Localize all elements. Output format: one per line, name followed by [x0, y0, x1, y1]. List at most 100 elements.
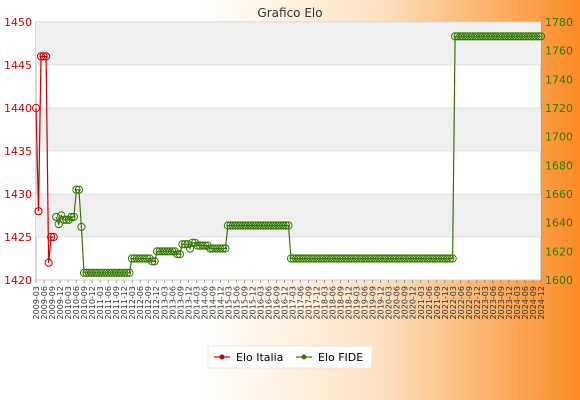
right-tick-label: 1760: [545, 45, 573, 58]
data-point: [57, 211, 66, 220]
right-tick-label: 1680: [545, 159, 573, 172]
right-tick-label: 1780: [545, 16, 573, 29]
x-tick-label: 2023-06: [489, 286, 498, 319]
grid-bands: [36, 22, 541, 237]
data-point: [170, 247, 179, 256]
data-point: [180, 240, 190, 249]
data-point: [36, 52, 46, 61]
x-tick-label: 2016-12: [280, 286, 289, 319]
data-point: [443, 254, 452, 263]
series-layer: [31, 32, 546, 277]
x-tick-label: 2012-12: [152, 286, 161, 319]
data-point: [221, 244, 230, 253]
legend-box: [207, 345, 373, 369]
data-point: [54, 220, 63, 229]
right-tick-label: 1620: [545, 245, 573, 258]
x-tick-label: 2010-12: [88, 286, 97, 319]
x-tick-label: 2024-09: [529, 286, 538, 319]
data-point: [175, 250, 185, 259]
data-point: [72, 185, 81, 194]
data-point: [183, 240, 192, 249]
x-tick-label: 2020-12: [409, 286, 418, 319]
grid-band: [36, 108, 541, 151]
data-point: [281, 221, 291, 230]
right-tick-label: 1640: [545, 217, 573, 230]
chart-title: Grafico Elo: [257, 6, 322, 20]
x-tick-label: 2022-12: [473, 286, 482, 319]
x-tick-label: 2023-09: [497, 286, 506, 319]
x-tick-label: 2010-06: [72, 286, 81, 319]
x-tick-label: 2020-03: [385, 286, 394, 319]
data-point: [31, 103, 41, 113]
data-point: [178, 240, 187, 249]
data-point: [216, 244, 225, 253]
x-tick-label: 2014-06: [200, 286, 209, 319]
x-tick-label: 2024-03: [513, 286, 522, 319]
x-tick-label: 2017-06: [297, 286, 306, 319]
x-tick-label: 2014-12: [216, 286, 225, 319]
x-tick-label: 2016-03: [256, 286, 265, 319]
right-tick-label: 1660: [545, 188, 573, 201]
data-point: [198, 241, 207, 250]
x-tick-label: 2023-12: [505, 286, 514, 319]
data-point: [188, 238, 197, 247]
data-point: [62, 215, 71, 224]
left-axis-ticks: 1420 1425 1430 1435 1440 1445 1450: [4, 16, 32, 287]
x-tick-label: 2009-06: [40, 286, 49, 319]
data-point: [125, 268, 134, 277]
x-tick-label: 2009-03: [32, 286, 41, 319]
x-tick-label: 2015-03: [224, 286, 233, 319]
x-tick-label: 2021-03: [417, 286, 426, 319]
x-tick-label: 2014-09: [208, 286, 217, 319]
data-point: [67, 212, 76, 222]
data-point: [534, 32, 543, 41]
data-point: [34, 207, 43, 216]
x-tick-label: 2017-09: [305, 286, 314, 319]
x-tick-label: 2011-03: [96, 286, 105, 319]
right-tick-label: 1700: [545, 131, 573, 144]
data-point: [148, 257, 157, 266]
x-tick-label: 2019-12: [377, 286, 386, 319]
x-tick-label: 2013-12: [184, 286, 193, 319]
x-tick-label: 2011-09: [112, 286, 121, 319]
x-tick-label: 2011-12: [120, 286, 129, 319]
x-axis-ticks: 2009-03 2009-06 2009-09 2009-12 2010-03 2010-…: [32, 280, 546, 319]
right-tick-label: 1720: [545, 102, 573, 115]
data-point: [201, 241, 210, 250]
data-point: [173, 250, 182, 259]
legend-swatch-marker: [301, 354, 307, 360]
legend-label: Elo FIDE: [318, 351, 363, 364]
data-point: [145, 254, 154, 263]
x-tick-label: 2022-03: [449, 286, 458, 319]
series-elo-italia: [31, 52, 58, 267]
data-point: [165, 247, 174, 256]
data-point: [49, 232, 58, 242]
data-point: [77, 222, 86, 232]
right-tick-label: 1600: [545, 274, 573, 287]
data-point: [122, 268, 132, 277]
data-point: [140, 254, 149, 263]
x-tick-label: 2016-06: [264, 286, 273, 319]
right-tick-label: 1740: [545, 73, 573, 86]
data-point: [42, 52, 51, 61]
x-tick-label: 2021-09: [433, 286, 442, 319]
x-tick-label: 2015-09: [240, 286, 249, 319]
x-tick-label: 2009-09: [48, 286, 57, 319]
x-tick-label: 2020-06: [393, 286, 402, 319]
data-point: [218, 244, 227, 253]
x-tick-label: 2017-03: [289, 286, 298, 319]
right-axis-ticks: 1600 1620 1640 1660 1680 1700 1720 1740 1760 1780: [545, 16, 573, 287]
data-point: [59, 215, 68, 224]
x-tick-label: 2009-12: [56, 286, 65, 319]
grid-lines: [36, 21, 541, 281]
series-elo-fide: [52, 32, 546, 277]
data-point: [44, 258, 53, 267]
x-tick-label: 2012-09: [144, 286, 153, 319]
data-point: [150, 257, 159, 266]
data-point: [74, 185, 84, 194]
data-point: [446, 254, 455, 263]
x-tick-label: 2013-09: [176, 286, 185, 319]
x-tick-label: 2018-12: [345, 286, 354, 319]
left-tick-label: 1440: [4, 102, 32, 115]
